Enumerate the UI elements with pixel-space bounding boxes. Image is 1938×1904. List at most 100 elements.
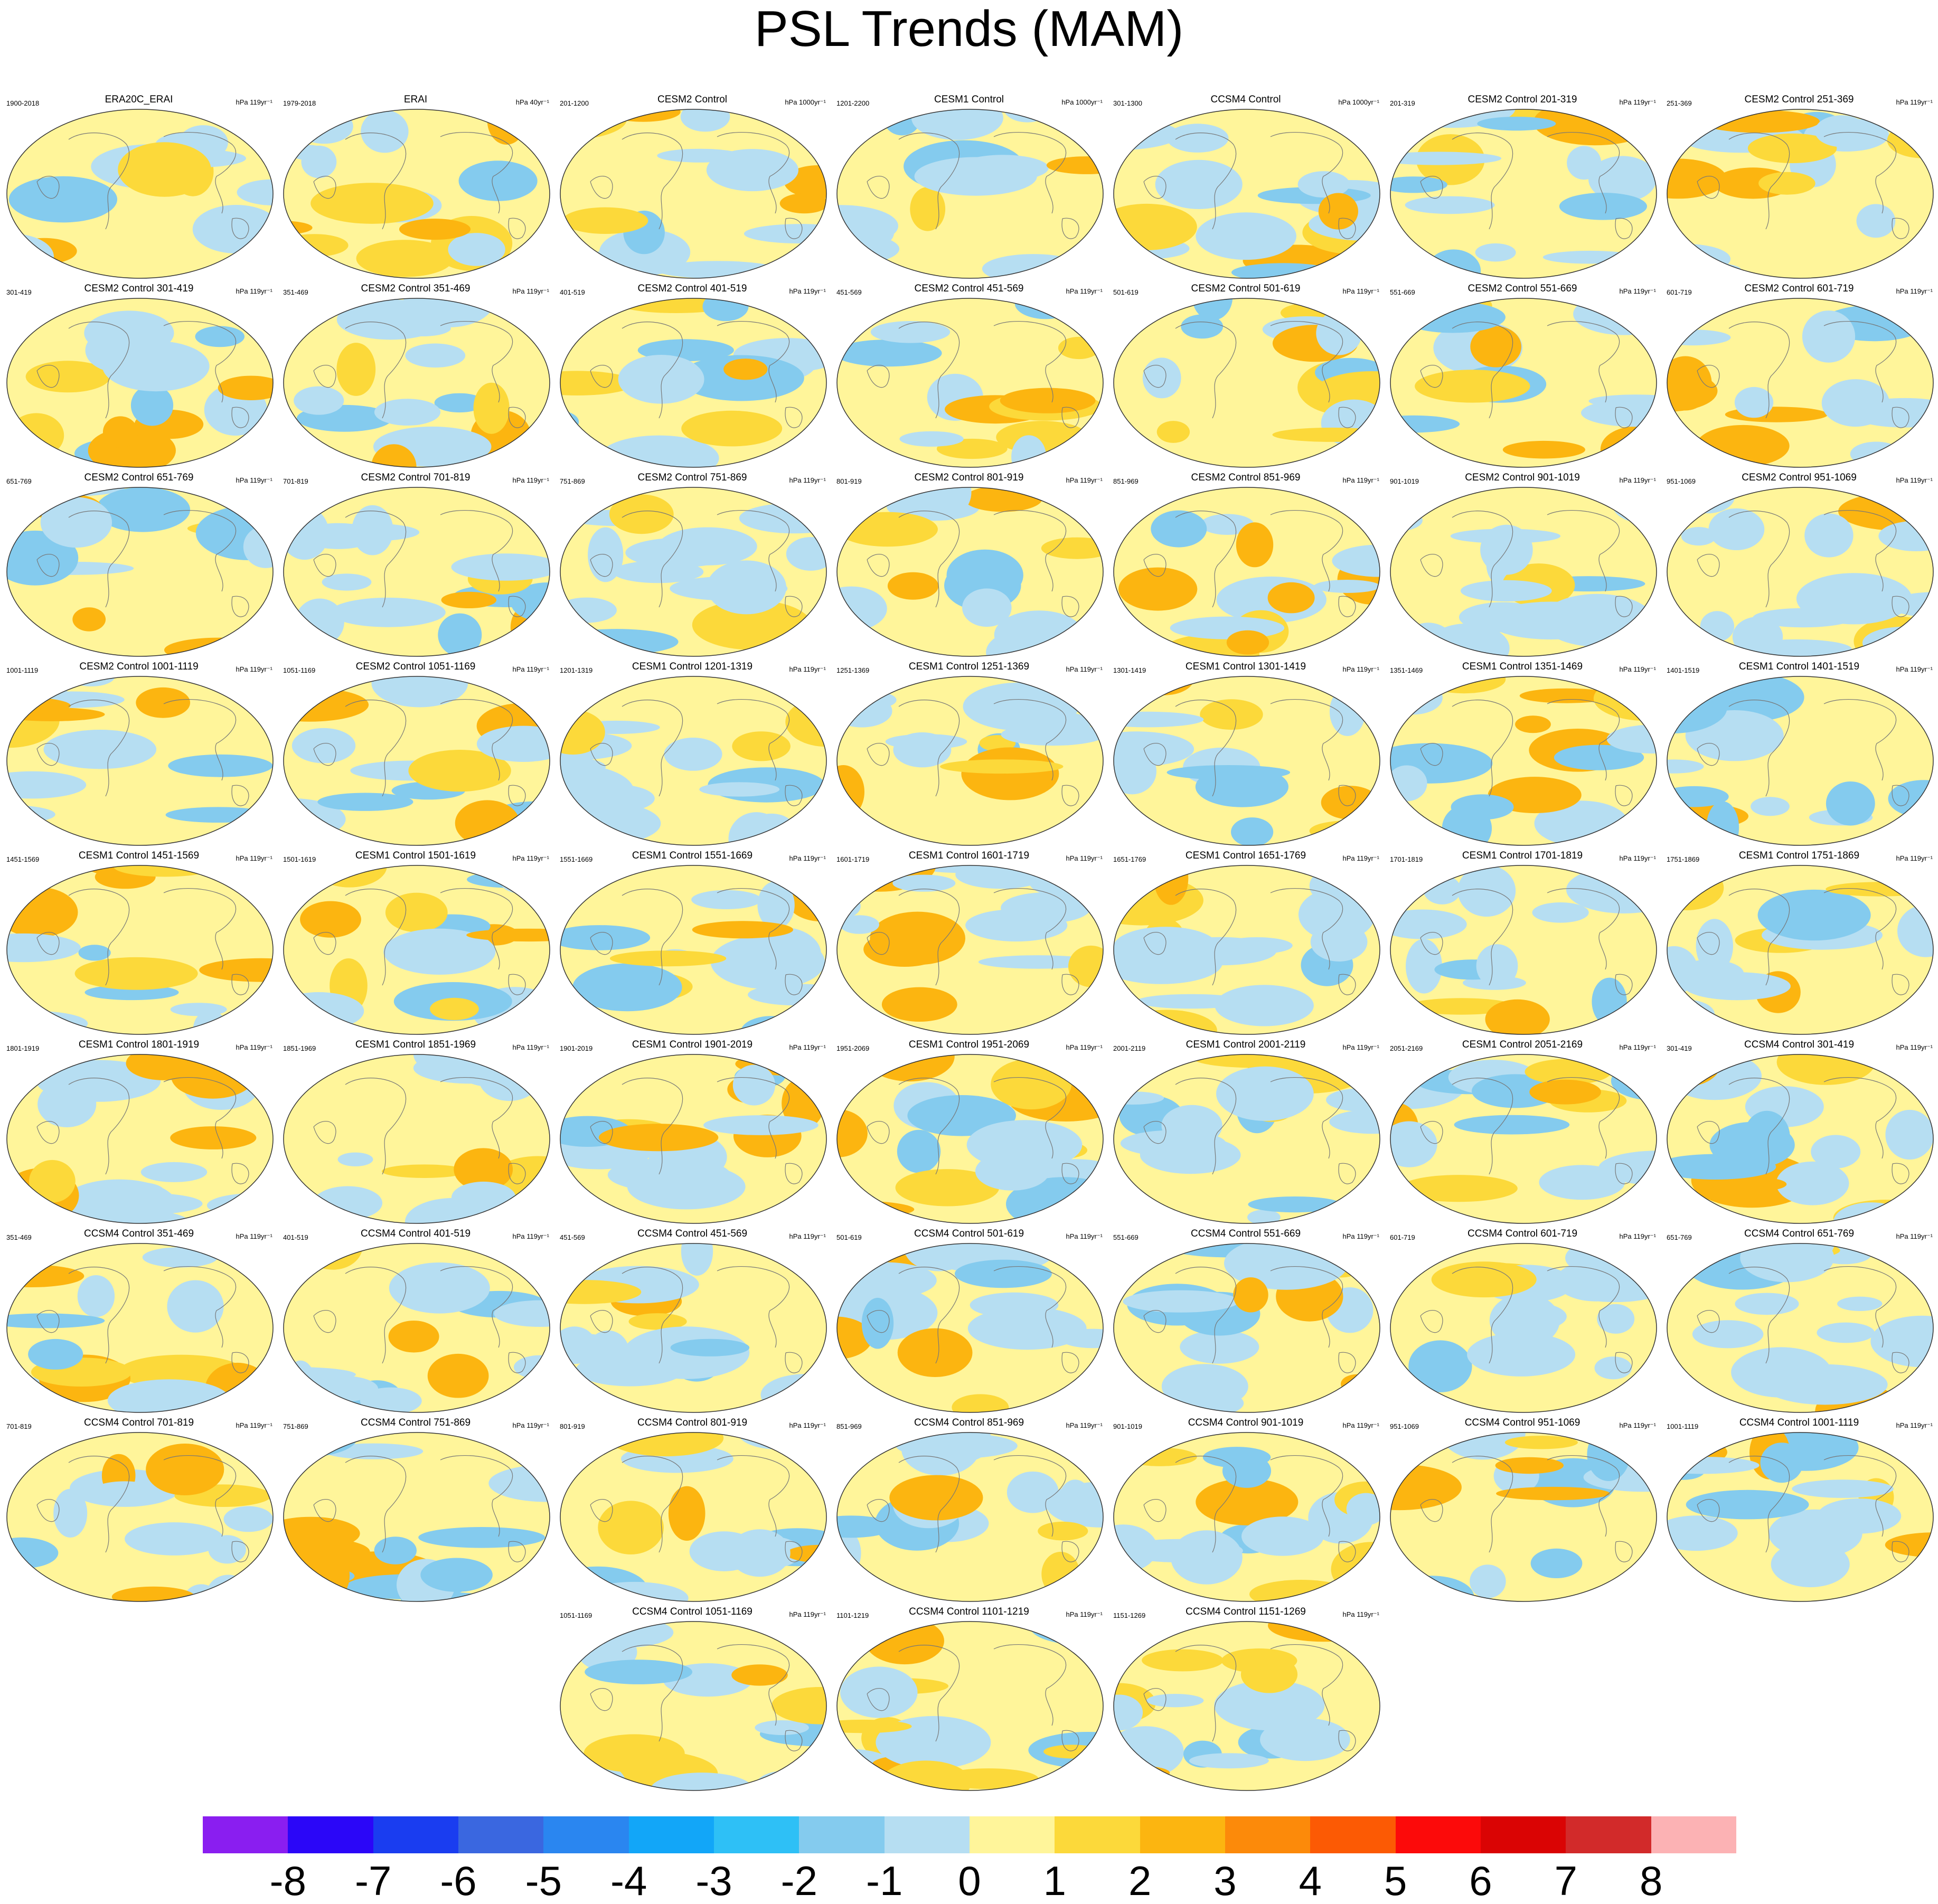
map-panel: CCSM4 Control 1001-1119 1001-1119 hPa 119y… (1661, 1417, 1937, 1606)
panel-years: 201-319 (1390, 99, 1415, 107)
trend-map (1390, 1432, 1657, 1602)
panel-units: hPa 119yr⁻¹ (789, 1232, 826, 1240)
colorbar-tick-label: -1 (865, 1858, 903, 1904)
trend-map (560, 865, 827, 1035)
map-panel: CCSM4 Control 551-669 551-669 hPa 119yr⁻¹ (1108, 1228, 1384, 1417)
panel-title: ERA20C_ERAI (105, 94, 173, 105)
panel-years: 701-819 (6, 1422, 32, 1430)
trend-map (1113, 1054, 1380, 1224)
colorbar-swatch (799, 1816, 885, 1853)
panel-title: CESM2 Control 701-819 (361, 472, 471, 483)
colorbar-tick-label: 5 (1384, 1858, 1407, 1904)
panel-units: hPa 119yr⁻¹ (789, 854, 826, 862)
map-panel: CESM2 Control 251-369 251-369 hPa 119yr⁻¹ (1661, 94, 1937, 283)
panel-years: 851-969 (1113, 477, 1139, 485)
colorbar-swatch (373, 1816, 459, 1853)
panel-units: hPa 119yr⁻¹ (236, 854, 273, 862)
colorbar-tick-label: 4 (1299, 1858, 1322, 1904)
map-panel: CESM1 Control 1201-1319 1201-1319 hPa 119y… (554, 661, 830, 850)
panel-units: hPa 119yr⁻¹ (512, 665, 550, 673)
panel-title: CESM2 Control 351-469 (361, 283, 471, 294)
colorbar-tick-label: 0 (958, 1858, 981, 1904)
panel-units: hPa 119yr⁻¹ (512, 476, 550, 484)
panel-title: CESM1 Control 1201-1319 (632, 661, 753, 672)
panel-units: hPa 119yr⁻¹ (789, 1421, 826, 1429)
panel-years: 1751-1869 (1667, 855, 1700, 863)
trend-map (6, 1432, 274, 1602)
trend-map (560, 1054, 827, 1224)
panel-years: 1251-1369 (836, 666, 870, 674)
colorbar-tick-label: -7 (354, 1858, 392, 1904)
panel-title: CESM1 Control 1301-1419 (1185, 661, 1306, 672)
panel-title: CESM1 Control 2001-2119 (1186, 1039, 1306, 1050)
trend-map (1113, 1432, 1380, 1602)
colorbar-tick-label: 6 (1469, 1858, 1492, 1904)
panel-years: 301-419 (1667, 1044, 1692, 1052)
panel-title: CESM1 Control 1551-1669 (632, 850, 753, 861)
panel-title: CCSM4 Control 551-669 (1190, 1228, 1301, 1239)
panel-units: hPa 119yr⁻¹ (1066, 1610, 1103, 1618)
map-panel: CESM1 Control 2001-2119 2001-2119 hPa 119y… (1108, 1039, 1384, 1228)
colorbar-tick-label: -6 (440, 1858, 477, 1904)
panel-units: hPa 119yr⁻¹ (1619, 1043, 1657, 1051)
panel-units: hPa 119yr⁻¹ (1619, 476, 1657, 484)
panel-years: 651-769 (6, 477, 32, 485)
panel-years: 551-669 (1113, 1233, 1139, 1241)
panel-title: CCSM4 Control 451-569 (637, 1228, 748, 1239)
map-panel: CCSM4 Control 751-869 751-869 hPa 119yr⁻¹ (278, 1417, 553, 1606)
trend-map (836, 676, 1104, 846)
panel-years: 1051-1169 (560, 1611, 592, 1619)
trend-map (1390, 676, 1657, 846)
trend-map (560, 1432, 827, 1602)
trend-map (560, 1621, 827, 1791)
colorbar-swatch (203, 1816, 288, 1853)
panel-units: hPa 40yr⁻¹ (515, 98, 549, 106)
panel-units: hPa 119yr⁻¹ (789, 287, 826, 295)
panel-units: hPa 119yr⁻¹ (1619, 854, 1657, 862)
colorbar-tick-label: -5 (525, 1858, 562, 1904)
colorbar-swatch (970, 1816, 1055, 1853)
panel-years: 1851-1969 (283, 1044, 316, 1052)
panel-units: hPa 119yr⁻¹ (1619, 98, 1657, 106)
map-panel: CESM1 Control 1651-1769 1651-1769 hPa 119y… (1108, 850, 1384, 1039)
panel-years: 1979-2018 (283, 99, 316, 107)
panel-title: CESM2 Control 751-869 (637, 472, 747, 483)
trend-map (836, 487, 1104, 657)
panel-units: hPa 1000yr⁻¹ (785, 98, 826, 106)
panel-years: 451-569 (836, 288, 862, 296)
panel-units: hPa 119yr⁻¹ (1066, 476, 1103, 484)
panel-units: hPa 119yr⁻¹ (1896, 854, 1933, 862)
trend-map (1667, 676, 1934, 846)
panel-title: CCSM4 Control 801-919 (637, 1417, 748, 1428)
map-panel: CESM1 Control 1751-1869 1751-1869 hPa 119y… (1661, 850, 1937, 1039)
colorbar-swatch (288, 1816, 374, 1853)
panel-years: 1201-1319 (560, 666, 593, 674)
trend-map (1113, 676, 1380, 846)
panel-units: hPa 119yr⁻¹ (1619, 1232, 1657, 1240)
map-panel: CESM1 Control 1801-1919 1801-1919 hPa 119y… (1, 1039, 277, 1228)
panel-title: CESM2 Control 451-569 (914, 283, 1024, 294)
panel-title: CCSM4 Control 351-469 (83, 1228, 194, 1239)
panel-years: 1551-1669 (560, 855, 593, 863)
colorbar-tick-label: -8 (269, 1858, 306, 1904)
map-panel: CCSM4 Control 601-719 601-719 hPa 119yr⁻¹ (1385, 1228, 1660, 1417)
trend-map (836, 1054, 1104, 1224)
panel-units: hPa 119yr⁻¹ (236, 1232, 273, 1240)
map-panel: CESM2 Control 201-319 201-319 hPa 119yr⁻¹ (1385, 94, 1660, 283)
panel-years: 1601-1719 (836, 855, 870, 863)
trend-map (560, 676, 827, 846)
panel-units: hPa 119yr⁻¹ (1066, 854, 1103, 862)
panel-units: hPa 119yr⁻¹ (1619, 1421, 1657, 1429)
panel-years: 1101-1219 (836, 1611, 869, 1619)
panel-units: hPa 119yr⁻¹ (1066, 665, 1103, 673)
map-panel: CESM1 Control 1251-1369 1251-1369 hPa 119y… (831, 661, 1107, 850)
map-panel: CCSM4 Control 901-1019 901-1019 hPa 119yr⁻… (1108, 1417, 1384, 1606)
map-panel: CCSM4 Control 1151-1269 1151-1269 hPa 119y… (1108, 1606, 1384, 1795)
panel-years: 1951-2069 (836, 1044, 870, 1052)
panel-units: hPa 119yr⁻¹ (512, 287, 550, 295)
panel-title: CESM2 Control 901-1019 (1465, 472, 1580, 483)
trend-map (836, 1621, 1104, 1791)
panel-years: 401-519 (283, 1233, 308, 1241)
panel-title: CESM2 Control 851-969 (1191, 472, 1301, 483)
trend-map (1113, 1621, 1380, 1791)
